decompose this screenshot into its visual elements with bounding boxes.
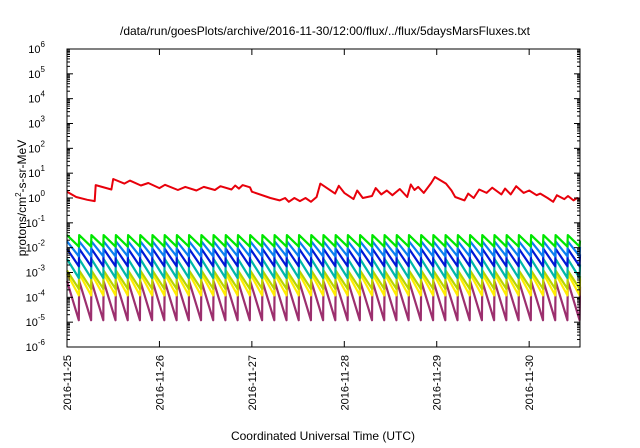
y-tick-label: 106	[28, 40, 45, 56]
x-axis: 2016-11-25 2016-11-26 2016-11-27 2016-11-28…	[62, 49, 536, 410]
x-tick-label: 2016-11-25	[62, 355, 74, 410]
y-tick-label: 10-4	[26, 288, 46, 304]
x-tick-label: 2016-11-26	[154, 355, 166, 410]
y-tick-label: 105	[28, 65, 45, 81]
x-tick-label: 2016-11-29	[432, 355, 444, 410]
y-tick-label: 100	[28, 189, 45, 205]
y-tick-label: 10-3	[26, 264, 46, 280]
y-tick-label: 10-5	[26, 313, 46, 329]
y-axis-label: protons/cm2-s-sr-MeV	[14, 140, 29, 256]
y-tick-label: 10-6	[26, 338, 46, 354]
x-axis-label: Coordinated Universal Time (UTC)	[231, 429, 415, 443]
x-tick-label: 2016-11-27	[247, 355, 259, 410]
y-tick-label: 104	[28, 90, 45, 106]
series-line-0	[66, 176, 581, 203]
x-tick-label: 2016-11-30	[524, 355, 536, 410]
series-line-1	[66, 234, 582, 248]
y-tick-label: 101	[28, 164, 45, 180]
series-layer	[65, 176, 582, 322]
y-axis: 10-6 10-5 10-4 10-3 10-2 10-1 100 101 102 103 104 1…	[26, 40, 580, 354]
y-tick-label: 102	[28, 139, 45, 155]
y-tick-label: 10-1	[26, 214, 46, 230]
y-tick-label: 10-2	[26, 239, 46, 255]
chart-title: /data/run/goesPlots/archive/2016-11-30/1…	[120, 24, 531, 38]
x-tick-label: 2016-11-28	[339, 355, 351, 410]
y-tick-label: 103	[28, 115, 45, 131]
